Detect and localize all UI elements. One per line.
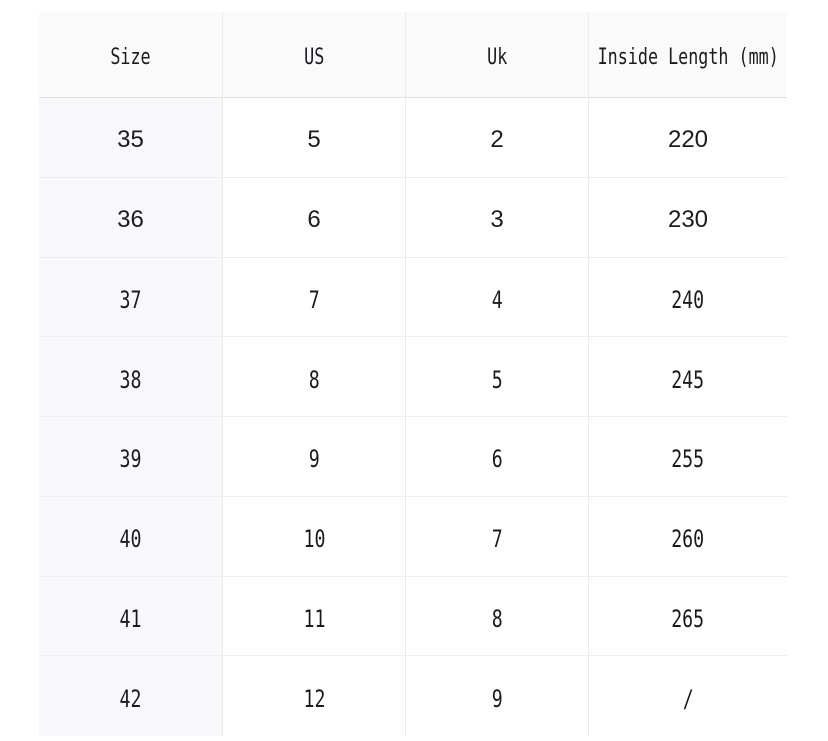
table-cell: 40 — [39, 496, 223, 577]
table-cell: 35 — [39, 98, 223, 178]
table-cell: 42 — [39, 656, 223, 736]
table-cell: 245 — [589, 337, 787, 417]
table-cell: 255 — [589, 417, 787, 497]
table-cell: 5 — [223, 98, 406, 178]
column-header-uk: Uk — [406, 12, 589, 98]
table-cell: 4 — [406, 257, 589, 338]
table-cell: 7 — [223, 257, 406, 338]
table-cell: 37 — [39, 257, 223, 338]
table-cell: 260 — [589, 496, 787, 577]
table-cell: 6 — [406, 417, 589, 497]
size-chart-table: Size US Uk Inside Length (mm) 35 5 2 220… — [39, 12, 787, 736]
table-cell: 8 — [223, 337, 406, 417]
table-cell: / — [589, 656, 787, 736]
table-cell: 10 — [223, 496, 406, 577]
table-cell: 2 — [406, 98, 589, 178]
table-cell: 9 — [406, 656, 589, 736]
column-header-us: US — [223, 12, 406, 98]
table-cell: 38 — [39, 337, 223, 417]
column-header-label: US — [303, 45, 325, 70]
table-cell: 12 — [223, 656, 406, 736]
column-header-label: Size — [110, 45, 151, 70]
table-cell: 6 — [223, 177, 406, 258]
table-cell: 8 — [406, 576, 589, 657]
table-cell: 39 — [39, 417, 223, 497]
table-cell: 240 — [589, 257, 787, 338]
column-header-label: Inside Length (mm) — [597, 45, 779, 70]
column-header-inside-length: Inside Length (mm) — [589, 12, 787, 98]
table-cell: 11 — [223, 576, 406, 657]
column-header-size: Size — [39, 12, 223, 98]
column-header-label: Uk — [486, 45, 508, 70]
table-cell: 7 — [406, 496, 589, 577]
table-cell: 220 — [589, 98, 787, 178]
table-cell: 265 — [589, 576, 787, 657]
table-cell: 41 — [39, 576, 223, 657]
table-cell: 3 — [406, 177, 589, 258]
table-cell: 9 — [223, 417, 406, 497]
table-cell: 230 — [589, 177, 787, 258]
table-cell: 5 — [406, 337, 589, 417]
table-cell: 36 — [39, 177, 223, 258]
